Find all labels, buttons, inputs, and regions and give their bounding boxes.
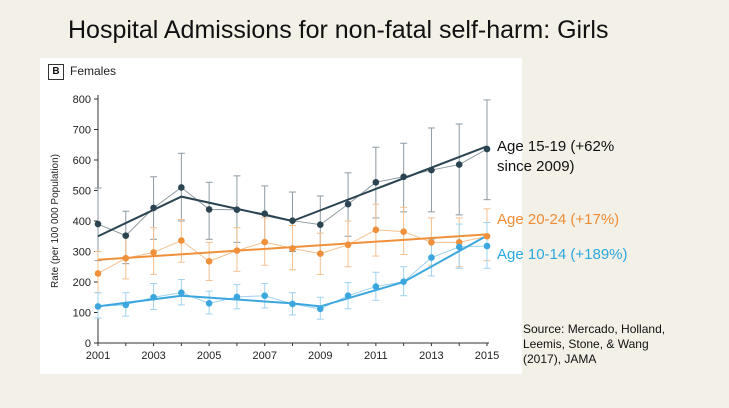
data-point-age_15_19 <box>483 145 491 153</box>
data-point-age_15_19 <box>455 161 463 168</box>
data-point-age_20_24 <box>316 250 324 257</box>
y-tick-label: 800 <box>73 94 91 106</box>
x-tick-label: 2001 <box>86 350 110 362</box>
data-point-age_20_24 <box>261 238 269 246</box>
data-point-age_15_19 <box>178 184 185 191</box>
source-citation: Source: Mercado, Holland, Leemis, Stone,… <box>523 322 723 367</box>
data-point-age_10_14 <box>261 292 269 300</box>
data-point-age_20_24 <box>150 249 157 256</box>
annotation-age-15-19-line2: since 2009) <box>497 158 575 175</box>
data-point-age_10_14 <box>233 293 241 301</box>
data-point-age_10_14 <box>122 301 130 309</box>
data-point-age_20_24 <box>372 226 380 234</box>
annotation-age-10-14: Age 10-14 (+189%) <box>497 246 628 263</box>
y-axis-label: Rate (per 100 000 Population) <box>50 154 61 288</box>
data-point-age_15_19 <box>316 221 324 228</box>
data-point-age_10_14 <box>455 243 463 251</box>
data-point-age_15_19 <box>400 173 407 181</box>
data-points <box>94 145 491 313</box>
data-point-age_20_24 <box>483 232 491 240</box>
data-point-age_20_24 <box>344 241 352 249</box>
data-point-age_15_19 <box>261 210 269 217</box>
figure-panel <box>40 58 522 374</box>
data-point-age_20_24 <box>428 239 435 246</box>
data-point-age_20_24 <box>233 247 241 254</box>
data-point-age_15_19 <box>94 220 102 228</box>
y-tick-label: 300 <box>73 247 91 259</box>
data-point-age_10_14 <box>94 303 102 310</box>
chart-axes: 0 100 200 300 400 500 600 700 800 2001 2003 2005 200… <box>50 94 499 362</box>
x-tick-label: 2007 <box>252 350 276 362</box>
data-point-age_15_19 <box>205 206 213 213</box>
data-point-age_15_19 <box>122 232 130 239</box>
data-point-age_10_14 <box>289 300 296 308</box>
data-point-age_20_24 <box>178 237 185 244</box>
data-point-age_15_19 <box>289 217 296 224</box>
data-point-age_15_19 <box>428 166 435 174</box>
data-point-age_20_24 <box>455 239 463 246</box>
y-tick-label: 200 <box>73 277 91 289</box>
trend-line-age_10_14 <box>97 234 488 308</box>
data-point-age_10_14 <box>205 300 213 307</box>
data-point-age_10_14 <box>150 293 157 301</box>
x-tick-label: 2013 <box>419 350 443 362</box>
y-tick-label: 400 <box>73 216 91 228</box>
source-line2: Leemis, Stone, & Wang <box>523 337 649 351</box>
y-tick-label: 700 <box>73 125 91 137</box>
annotation-age-20-24: Age 20-24 (+17%) <box>497 211 620 228</box>
panel-letter: B <box>48 64 64 80</box>
x-tick-label: 2005 <box>197 350 221 362</box>
data-point-age_10_14 <box>428 254 435 261</box>
annotation-age-15-19: Age 15-19 (+62% since 2009) <box>497 137 614 177</box>
x-tick-label: 2003 <box>141 350 165 362</box>
x-tick-label: 2011 <box>364 350 388 362</box>
data-point-age_15_19 <box>150 204 157 212</box>
panel-label: Females <box>70 64 117 78</box>
data-point-age_20_24 <box>94 270 102 277</box>
data-point-age_10_14 <box>178 289 185 296</box>
annotation-age-15-19-line1: Age 15-19 (+62% <box>497 138 615 155</box>
data-point-age_10_14 <box>372 283 380 290</box>
y-tick-label: 500 <box>73 186 91 198</box>
data-point-age_10_14 <box>316 305 324 313</box>
data-point-age_10_14 <box>400 278 407 285</box>
source-line1: Source: Mercado, Holland, <box>523 322 666 336</box>
data-point-age_15_19 <box>344 200 352 208</box>
x-tick-label: 2009 <box>308 350 332 362</box>
data-point-age_20_24 <box>289 245 296 252</box>
data-point-age_10_14 <box>483 242 491 250</box>
y-tick-label: 100 <box>73 308 91 320</box>
data-point-age_15_19 <box>372 178 380 186</box>
y-tick-label: 0 <box>85 338 91 350</box>
x-tick-label: 2015 <box>475 350 499 362</box>
data-point-age_15_19 <box>233 206 241 214</box>
data-point-age_20_24 <box>400 228 407 235</box>
slide-title: Hospital Admissions for non-fatal self-h… <box>68 16 609 44</box>
data-point-age_20_24 <box>205 257 213 265</box>
y-tick-label: 600 <box>73 155 91 167</box>
source-line3: (2017), JAMA <box>523 352 597 366</box>
data-point-age_10_14 <box>344 292 352 300</box>
data-point-age_20_24 <box>122 254 130 262</box>
